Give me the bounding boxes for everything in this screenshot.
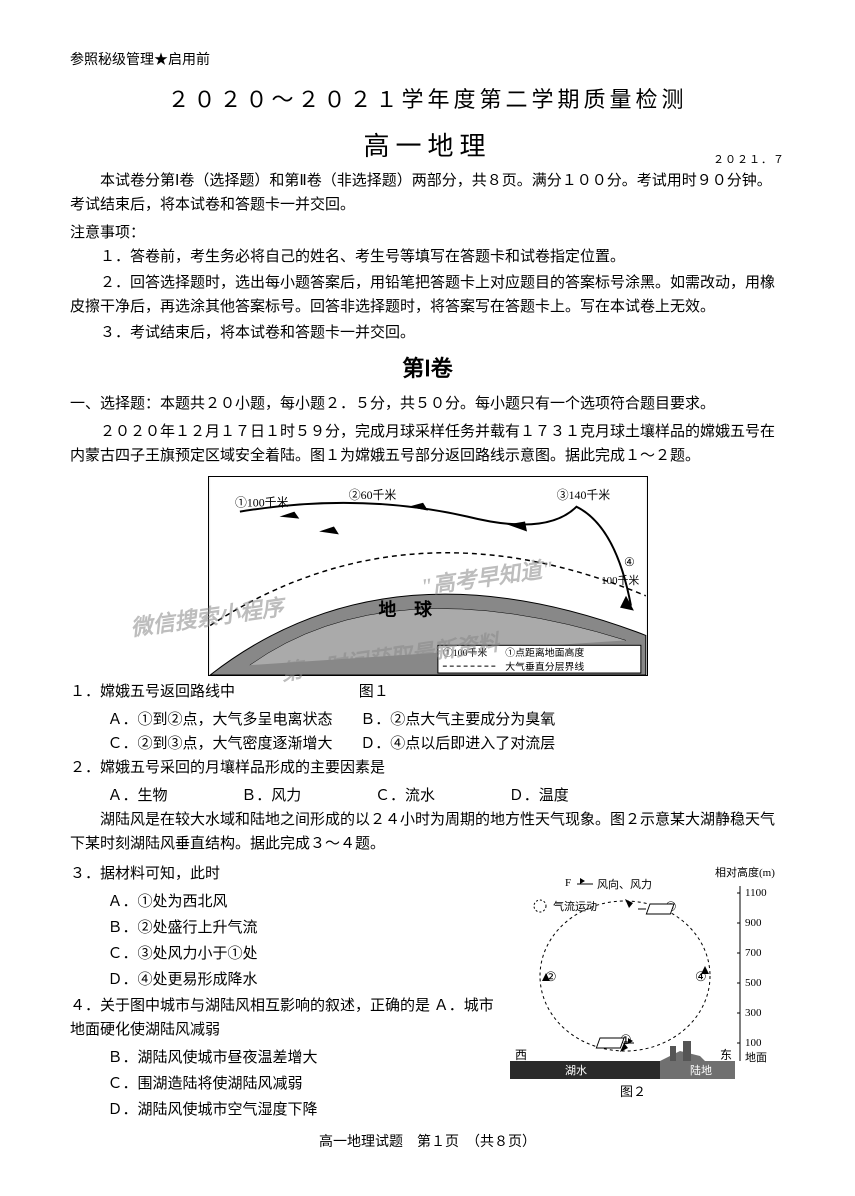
fig2-tick-900: 900 — [745, 917, 762, 929]
figure-1: ①100千米 ②60千米 ③140千米 ④ 100千米 地 球 ①100千米 ①… — [208, 476, 648, 676]
fig2-west: 西 — [515, 1048, 527, 1062]
q3-C: Ｃ．③处风力小于①处 — [108, 942, 496, 966]
fig2-east: 东 — [720, 1048, 732, 1062]
figure-1-container: ①100千米 ②60千米 ③140千米 ④ 100千米 地 球 ①100千米 ①… — [70, 476, 785, 676]
q1-options-row1: Ａ．①到②点，大气多呈电离状态 Ｂ．②点大气主要成分为臭氧 — [70, 708, 785, 732]
q4-C: Ｃ．围湖造陆将使湖陆风减弱 — [108, 1072, 496, 1096]
notice-2: ２．回答选择题时，选出每小题答案后，用铅笔把答题卡上对应题目的答案标号涂黑。如需… — [70, 271, 785, 319]
section-1-desc: 一、选择题：本题共２０小题，每小题２．５分，共５０分。每小题只有一个选项符合题目… — [70, 392, 785, 416]
q2-D: Ｄ．温度 — [509, 784, 569, 808]
notice-3: ３．考试结束后，将本试卷和答题卡一并交回。 — [70, 321, 785, 345]
q1-options-row2: Ｃ．②到③点，大气密度逐渐增大 Ｄ．④点以后即进入了对流层 — [70, 732, 785, 756]
question-4: ４．关于图中城市与湖陆风相互影响的叙述，正确的是 Ａ．城市地面硬化使湖陆风减弱 — [70, 994, 495, 1042]
q3-B: Ｂ．②处盛行上升气流 — [108, 916, 496, 940]
notice-title: 注意事项： — [70, 221, 785, 245]
subject-text: 高一地理 — [363, 132, 491, 161]
section-1-title: 第Ⅰ卷 — [70, 351, 785, 386]
fig2-tick-100: 100 — [745, 1037, 762, 1049]
q1-A: Ａ．①到②点，大气多呈电离状态 — [108, 708, 333, 732]
fig2-flag-label: F — [565, 877, 571, 889]
fig2-yaxis-title: 相对高度(m) — [715, 866, 775, 879]
question-1: １．嫦娥五号返回路线中 图１ — [70, 680, 785, 704]
fig1-earth-label: 地 球 — [378, 599, 432, 620]
passage-1: ２０２０年１２月１７日１时５９分，完成月球采样任务并载有１７３１克月球土壤样品的… — [70, 420, 785, 468]
page-footer: 高一地理试题 第１页 （共８页） — [70, 1132, 785, 1154]
fig2-tick-300: 300 — [745, 1007, 762, 1019]
fig1-p3: ③140千米 — [556, 488, 610, 502]
q1-D: Ｄ．④点以后即进入了对流层 — [360, 732, 555, 756]
q3-A: Ａ．①处为西北风 — [108, 890, 496, 914]
fig1-legend1: ①100千米 — [442, 647, 487, 660]
q1-stem: １．嫦娥五号返回路线中 — [70, 684, 235, 700]
q3-D: Ｄ．④处更易形成降水 — [108, 968, 496, 992]
fig2-lake: 湖水 — [565, 1064, 587, 1077]
fig1-p4: ④ — [624, 555, 635, 569]
fig2-legend-wind: 风向、风力 — [597, 877, 652, 891]
notice-1: １．答卷前，考生务必将自己的姓名、考生号等填写在答题卡和试卷指定位置。 — [70, 245, 785, 269]
question-3: ３．据材料可知，此时 — [70, 862, 495, 886]
fig1-caption: 图１ — [359, 684, 389, 700]
q4-stem: ４．关于图中城市与湖陆风相互影响的叙述，正确的是 — [70, 998, 430, 1014]
figure-2: 相对高度(m) 1100 900 700 500 300 100 F 风向、风力 — [505, 866, 775, 1111]
q1-C: Ｃ．②到③点，大气密度逐渐增大 — [108, 732, 333, 756]
q4-options: Ｂ．湖陆风使城市昼夜温差增大 Ｃ．围湖造陆将使湖陆风减弱 Ｄ．湖陆风使城市空气湿… — [70, 1046, 495, 1122]
exam-date: ２０２１．７ — [713, 152, 785, 170]
fig1-p4dist: 100千米 — [601, 574, 639, 587]
fig2-tick-700: 700 — [745, 947, 762, 959]
fig1-p2: ②60千米 — [348, 488, 396, 502]
fig2-land: 陆地 — [690, 1063, 712, 1077]
q1-B: Ｂ．②点大气主要成分为臭氧 — [360, 708, 555, 732]
fig1-legend2: 大气垂直分层界线 — [505, 660, 584, 673]
question-2: ２．嫦娥五号采回的月壤样品形成的主要因素是 — [70, 756, 785, 780]
q4-D: Ｄ．湖陆风使城市空气湿度下降 — [108, 1098, 496, 1122]
subject-title: 高一地理 ２０２１．７ — [70, 126, 785, 168]
confidential-note: 参照秘级管理★启用前 — [70, 50, 785, 72]
q4-B: Ｂ．湖陆风使城市昼夜温差增大 — [108, 1046, 496, 1070]
intro-text: 本试卷分第Ⅰ卷（选择题）和第Ⅱ卷（非选择题）两部分，共８页。满分１００分。考试用… — [70, 169, 785, 217]
fig2-tick-1100: 1100 — [745, 887, 767, 899]
fig2-ground: 地面 — [745, 1051, 767, 1064]
exam-title: ２０２０～２０２１学年度第二学期质量检测 — [70, 82, 785, 117]
q3-options: Ａ．①处为西北风 Ｂ．②处盛行上升气流 Ｃ．③处风力小于①处 Ｄ．④处更易形成降… — [70, 890, 495, 992]
fig1-p1: ①100千米 — [234, 496, 288, 510]
q2-C: Ｃ．流水 — [375, 784, 435, 808]
fig2-tick-500: 500 — [745, 977, 762, 989]
q3-q4-layout: ３．据材料可知，此时 Ａ．①处为西北风 Ｂ．②处盛行上升气流 Ｃ．③处风力小于①… — [70, 862, 785, 1124]
fig1-legend1b: ①点距离地面高度 — [505, 647, 584, 660]
fig2-legend-air: 气流运动 — [553, 899, 597, 913]
passage-2: 湖陆风是在较大水域和陆地之间形成的以２４小时为周期的地方性天气现象。图２示意某大… — [70, 808, 785, 856]
fig2-m4: ④ — [695, 969, 707, 984]
figure-2-container: 相对高度(m) 1100 900 700 500 300 100 F 风向、风力 — [505, 862, 785, 1124]
fig2-m2: ② — [545, 969, 557, 984]
q2-A: Ａ．生物 — [108, 784, 168, 808]
fig2-caption: 图２ — [620, 1084, 646, 1099]
q2-options: Ａ．生物 Ｂ．风力 Ｃ．流水 Ｄ．温度 — [70, 784, 785, 808]
q2-B: Ｂ．风力 — [241, 784, 301, 808]
